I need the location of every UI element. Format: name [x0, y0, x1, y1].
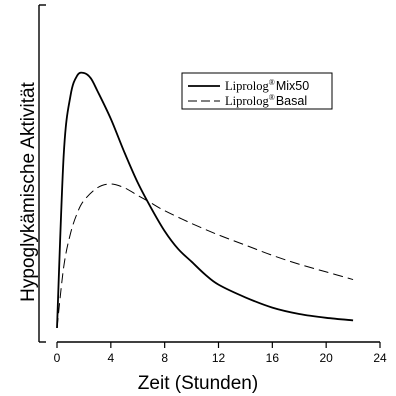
- legend-box: [181, 72, 333, 110]
- legend-label-basal-base: Liprolog: [225, 94, 269, 108]
- legend-label-mix50: Liprolog®Mix50: [225, 78, 309, 93]
- legend-label-mix50-mark: ®: [269, 78, 275, 87]
- x-tick-label: 0: [54, 351, 61, 365]
- legend-label-basal: Liprolog®Basal: [225, 93, 307, 108]
- x-tick-label: 12: [212, 351, 226, 365]
- legend-label-mix50-base: Liprolog: [225, 79, 269, 93]
- legend-label-mix50-suffix: Mix50: [276, 79, 309, 93]
- x-tick-label: 16: [266, 351, 280, 365]
- series-line-mix50: [56, 71, 354, 329]
- x-ticks: 0 4 8 12 16 20 24: [54, 342, 387, 365]
- legend: Liprolog®Mix50 Liprolog®Basal: [181, 72, 333, 110]
- legend-label-basal-suffix: Basal: [276, 94, 307, 108]
- x-tick-label: 8: [161, 351, 168, 365]
- y-axis-title: Hypoglykämische Aktivität: [18, 81, 39, 301]
- series-layer: [56, 71, 354, 329]
- x-tick-label: 20: [319, 351, 333, 365]
- legend-label-basal-mark: ®: [269, 93, 275, 102]
- series-line-basal: [56, 183, 354, 329]
- x-tick-label: 4: [107, 351, 114, 365]
- x-tick-label: 24: [373, 351, 387, 365]
- x-axis-title: Zeit (Stunden): [138, 373, 258, 394]
